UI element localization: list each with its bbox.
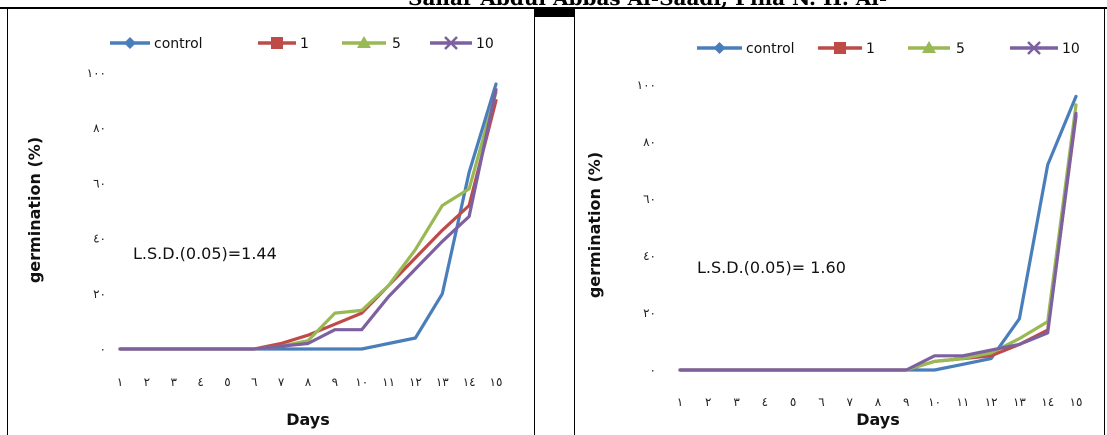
x-tick-label: ٦ bbox=[818, 395, 824, 409]
legend-label-1: 1 bbox=[866, 41, 875, 57]
x-tick-label: ٣ bbox=[733, 395, 740, 409]
x-tick-label: ١٥ bbox=[490, 375, 503, 389]
x-tick-label: ٨ bbox=[875, 395, 882, 409]
legend-marker-x bbox=[1027, 41, 1041, 55]
x-tick-label: ١٢ bbox=[409, 375, 422, 389]
x-tick-label: ٧ bbox=[846, 395, 853, 409]
series-line-control bbox=[678, 94, 1078, 372]
x-tick-label: ١٤ bbox=[463, 375, 476, 389]
y-tick-label: ٨٠ bbox=[643, 135, 656, 149]
y-tick-label: ١٠٠ bbox=[637, 78, 656, 92]
y-tick-label: ١٠٠ bbox=[87, 66, 106, 80]
y-tick-label: ٠ bbox=[650, 363, 656, 377]
legend-label-5: 5 bbox=[956, 41, 965, 57]
x-tick-label: ٦ bbox=[251, 375, 257, 389]
x-tick-label: ١٣ bbox=[1013, 395, 1026, 409]
legend-marker-triangle bbox=[922, 41, 936, 53]
x-tick-label: ١٠ bbox=[928, 395, 941, 409]
series-line-5 bbox=[118, 90, 498, 351]
x-tick-label: ٢ bbox=[144, 375, 150, 389]
x-tick-label: ١٢ bbox=[985, 395, 998, 409]
legend-label-control: control bbox=[746, 41, 795, 57]
legend-marker-triangle bbox=[357, 36, 371, 48]
x-tick-label: ١ bbox=[117, 375, 123, 389]
x-tick-label: ١١ bbox=[956, 395, 969, 409]
y-tick-label: ٢٠ bbox=[643, 306, 656, 320]
header-rule bbox=[0, 7, 1107, 9]
legend-label-1: 1 bbox=[300, 36, 309, 52]
y-axis-title: germination (%) bbox=[585, 152, 604, 298]
x-tick-label: ٢ bbox=[705, 395, 711, 409]
x-tick-label: ٩ bbox=[903, 395, 909, 409]
legend-label-10: 10 bbox=[476, 36, 494, 52]
legend-marker-square bbox=[834, 42, 846, 54]
series-line-10 bbox=[118, 87, 498, 351]
series-line-1 bbox=[678, 114, 1078, 372]
x-tick-label: ١٣ bbox=[436, 375, 449, 389]
y-tick-label: ٢٠ bbox=[93, 287, 106, 301]
y-tick-label: ٦٠ bbox=[643, 192, 656, 206]
x-tick-label: ٥ bbox=[790, 395, 796, 409]
page-header-text: Sahar Abdul Abbas Al-Saadi, Pina N. H. A… bbox=[408, 0, 1107, 8]
x-tick-label: ١٠ bbox=[355, 375, 368, 389]
legend-label-10: 10 bbox=[1062, 41, 1080, 57]
y-tick-label: ٤٠ bbox=[93, 232, 106, 246]
legend-marker-diamond bbox=[124, 37, 136, 49]
x-tick-label: ٤ bbox=[197, 375, 203, 389]
x-tick-label: ٨ bbox=[305, 375, 312, 389]
x-tick-label: ٤ bbox=[762, 395, 768, 409]
x-tick-label: ٥ bbox=[224, 375, 230, 389]
x-tick-label: ٧ bbox=[278, 375, 285, 389]
series-line-5 bbox=[678, 103, 1078, 372]
x-axis-title: Days bbox=[856, 410, 900, 429]
y-axis-title: germination (%) bbox=[25, 137, 44, 283]
y-tick-label: ٨٠ bbox=[93, 121, 106, 135]
x-tick-label: ١ bbox=[677, 395, 683, 409]
x-tick-label: ١١ bbox=[382, 375, 395, 389]
x-tick-label: ٣ bbox=[170, 375, 177, 389]
y-tick-label: ٦٠ bbox=[93, 176, 106, 190]
chart-panel-left bbox=[7, 9, 535, 435]
y-tick-label: ٠ bbox=[100, 342, 106, 356]
x-axis-title: Days bbox=[286, 410, 330, 429]
legend-label-control: control bbox=[154, 36, 203, 52]
chart-panel-right bbox=[574, 9, 1105, 435]
legend-label-5: 5 bbox=[392, 36, 401, 52]
lsd-annotation: L.S.D.(0.05)= 1.60 bbox=[697, 258, 846, 277]
y-tick-label: ٤٠ bbox=[643, 249, 656, 263]
series-line-1 bbox=[118, 98, 498, 351]
legend-marker-diamond bbox=[713, 42, 726, 54]
header-block bbox=[534, 9, 574, 17]
x-tick-label: ٩ bbox=[332, 375, 338, 389]
x-tick-label: ١٥ bbox=[1070, 395, 1083, 409]
series-line-10 bbox=[678, 111, 1078, 372]
x-tick-label: ١٤ bbox=[1041, 395, 1054, 409]
lsd-annotation: L.S.D.(0.05)=1.44 bbox=[133, 244, 277, 263]
legend-marker-x bbox=[444, 36, 458, 50]
series-line-control bbox=[118, 82, 498, 351]
legend-marker-square bbox=[271, 37, 283, 49]
